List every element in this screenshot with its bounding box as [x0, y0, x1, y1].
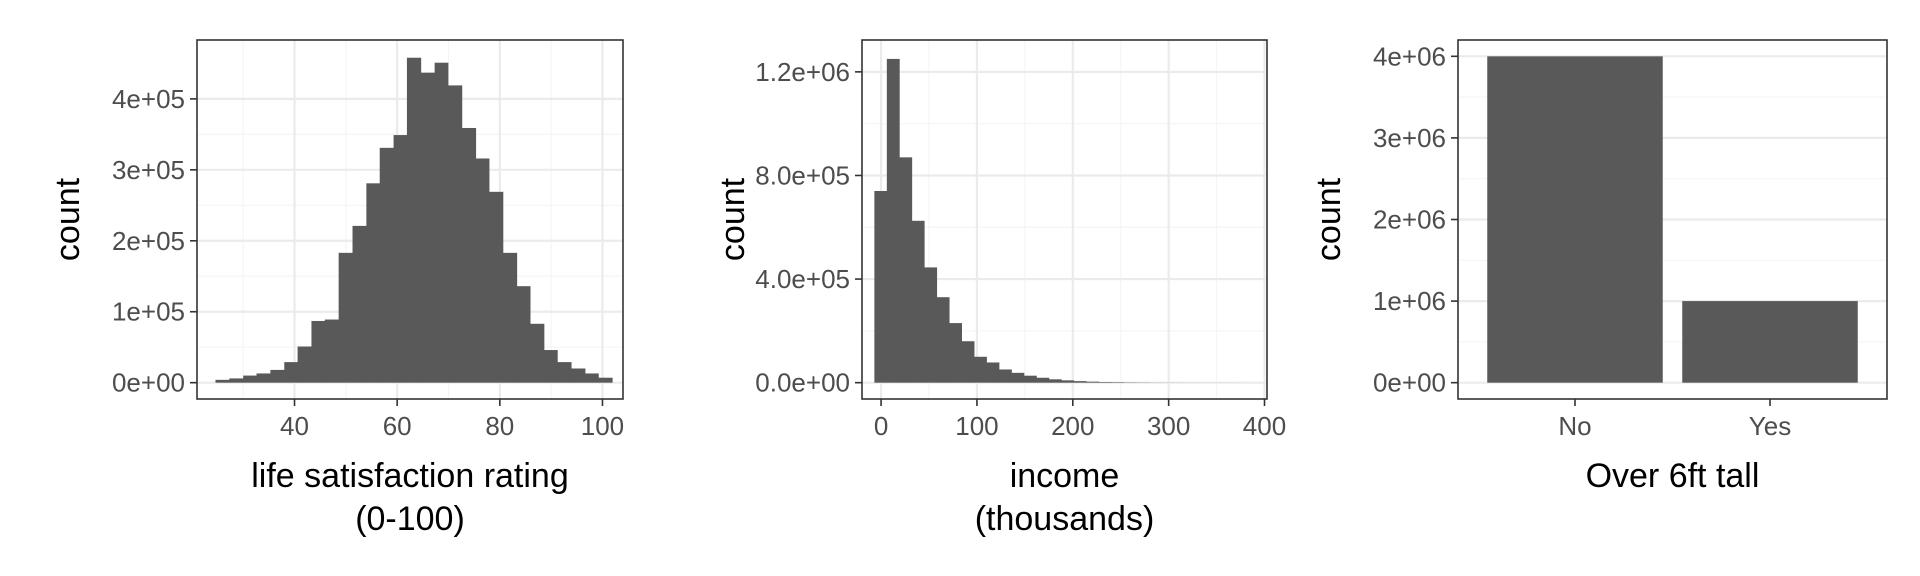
bar-yes: [1682, 301, 1858, 383]
y-tick-label: 2e+05: [112, 226, 185, 256]
y-tick-label: 0e+00: [112, 368, 185, 398]
histogram-bar: [406, 57, 422, 383]
panel-border: [861, 39, 1268, 400]
x-axis-title: (0-100): [355, 500, 465, 538]
histogram-bar: [489, 191, 504, 383]
histogram-bar: [243, 375, 257, 383]
y-tick-label: 1.2e+06: [755, 57, 850, 87]
histogram-bar: [1036, 377, 1050, 383]
histogram-bar: [598, 377, 613, 383]
x-tick-label: 40: [280, 411, 309, 441]
y-axis-title: count: [49, 177, 87, 261]
histogram-bar: [284, 362, 298, 383]
histogram-bar: [949, 323, 962, 383]
histogram-bar: [924, 267, 938, 383]
histogram-bar: [393, 135, 408, 383]
histogram-bar: [899, 157, 913, 383]
x-tick-label: 300: [1147, 411, 1190, 441]
bar-no: [1487, 56, 1663, 383]
x-axis-title: Over 6ft tall: [1586, 457, 1760, 495]
y-tick-label: 4e+05: [112, 84, 185, 114]
x-tick-label: 400: [1243, 411, 1286, 441]
x-tick-label: 100: [581, 411, 624, 441]
histogram-bar: [379, 147, 394, 383]
x-tick-label: 60: [383, 411, 412, 441]
histogram-bar: [1011, 372, 1025, 383]
y-tick-label: 1e+05: [112, 297, 185, 327]
panel-life-satisfaction: 0e+00 1e+05 2e+05 3e+05 4e+05 40 60 80 100 life s…: [49, 39, 624, 538]
histogram-bar: [447, 85, 463, 383]
x-category-label: No: [1558, 411, 1591, 441]
histogram-bar: [585, 373, 599, 383]
x-tick-label: 100: [955, 411, 998, 441]
histogram-bar: [1111, 382, 1124, 383]
x-axis-title: income: [1010, 457, 1120, 495]
histogram-bar: [434, 62, 449, 383]
histogram-bar: [1086, 381, 1100, 383]
histogram-bar: [530, 323, 545, 383]
histogram-bar: [1048, 379, 1062, 383]
panel-income: 0.0e+00 4.0e+05 8.0e+05 1.2e+06 0 100 200 300 40…: [714, 39, 1286, 538]
histogram-bar: [1023, 375, 1037, 383]
histogram-bar: [461, 127, 477, 383]
y-tick-label: 0.0e+00: [755, 368, 850, 398]
histogram-bar: [911, 220, 925, 383]
histogram-bar: [502, 252, 518, 383]
histogram-bar: [229, 378, 244, 383]
histogram-bar: [1098, 382, 1112, 383]
y-tick-label: 3e+06: [1373, 123, 1446, 153]
x-axis-title: life satisfaction rating: [251, 457, 569, 495]
histogram-bar: [886, 58, 900, 383]
histogram-bar: [974, 356, 987, 383]
y-axis-title: count: [714, 177, 752, 261]
y-tick-label: 0e+00: [1373, 368, 1446, 398]
x-axis-title: (thousands): [975, 500, 1155, 538]
y-tick-label: 4e+06: [1373, 41, 1446, 71]
histogram-bar: [215, 379, 230, 383]
histogram-bar: [270, 369, 285, 383]
histogram-bar: [874, 191, 888, 383]
y-axis-title: count: [1310, 177, 1348, 261]
panel-over-6ft-tall: 0e+00 1e+06 2e+06 3e+06 4e+06 No Yes Over 6ft t…: [1310, 39, 1888, 495]
histogram-bar: [338, 252, 353, 383]
histogram-bar: [297, 346, 312, 383]
x-tick-label: 200: [1051, 411, 1094, 441]
histogram-bar: [961, 341, 975, 383]
y-tick-label: 3e+05: [112, 155, 185, 185]
y-tick-label: 4.0e+05: [755, 264, 850, 294]
histogram-bar: [936, 297, 950, 383]
histogram-bar: [311, 320, 326, 383]
histogram-bar: [352, 225, 367, 383]
histogram-bar: [998, 369, 1012, 383]
histogram-bar: [366, 183, 381, 383]
y-tick-label: 8.0e+05: [755, 160, 850, 190]
x-tick-label: 80: [485, 411, 514, 441]
x-tick-label: 0: [874, 411, 888, 441]
histogram-bar: [420, 72, 436, 383]
histogram-bar: [986, 362, 1000, 383]
histogram-bar: [516, 286, 531, 383]
y-tick-label: 1e+06: [1373, 286, 1446, 316]
histogram-bar: [475, 158, 490, 383]
panel-border: [196, 39, 624, 400]
histogram-bar: [1061, 380, 1075, 383]
histogram-bar: [256, 373, 271, 383]
histogram-bar: [571, 368, 586, 383]
histogram-bar: [1073, 381, 1087, 383]
histogram-bar: [557, 362, 572, 383]
x-category-label: Yes: [1749, 411, 1791, 441]
histogram-bar: [324, 319, 340, 383]
y-tick-label: 2e+06: [1373, 205, 1446, 235]
histogram-bar: [543, 350, 558, 383]
